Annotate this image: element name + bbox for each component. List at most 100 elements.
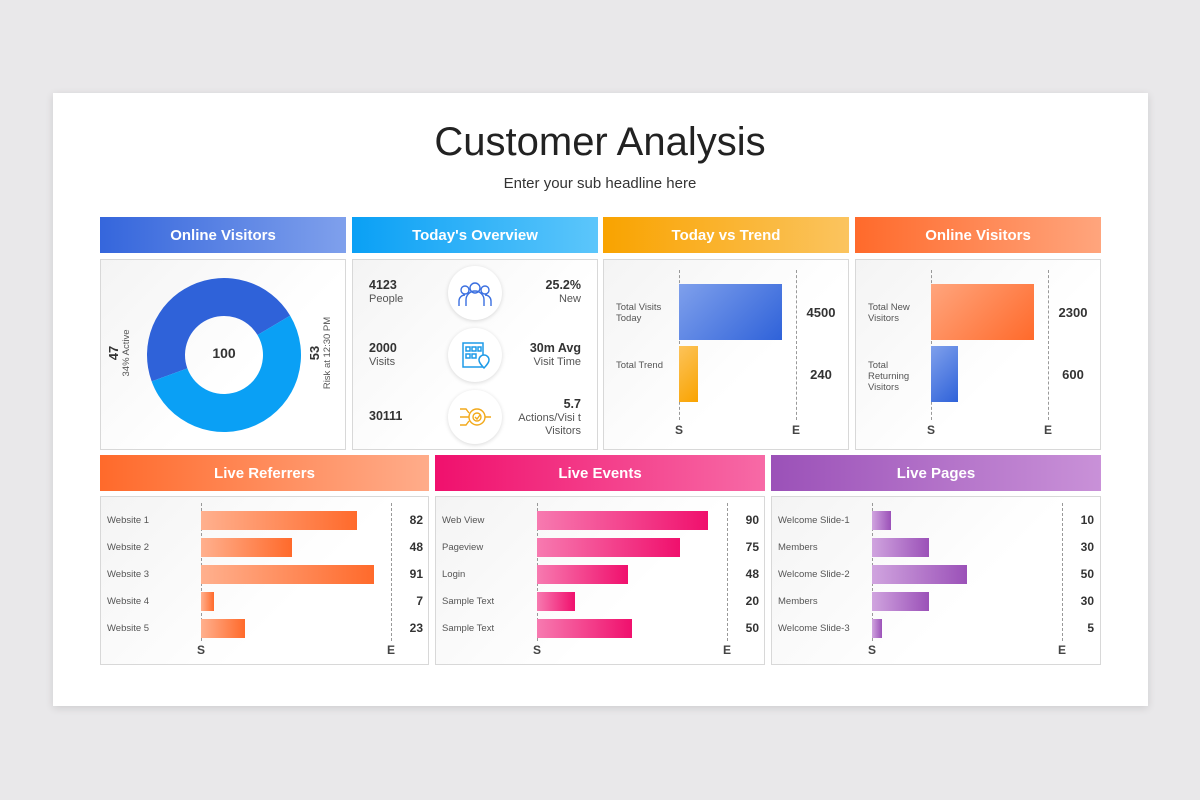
visits-label: Visits xyxy=(369,356,396,368)
bar xyxy=(679,284,782,340)
donut-total: 100 xyxy=(212,345,236,361)
online-visitors-panel: 100 47 34% Active 53 Risk at 12:30 PM xyxy=(100,259,346,450)
bar-label: Sample Text xyxy=(442,623,495,634)
bar-value: 30 xyxy=(1080,594,1094,608)
bar-value: 7 xyxy=(416,594,423,608)
bar xyxy=(537,538,680,557)
target-network-icon xyxy=(448,390,502,444)
avg-visit-label: Visit Time xyxy=(533,356,581,368)
bar xyxy=(872,538,929,557)
building-location-icon xyxy=(448,328,502,382)
donut-chart xyxy=(147,278,302,433)
bar-label: Login xyxy=(442,569,466,580)
bar-value: 600 xyxy=(1062,367,1084,382)
header-live-pages: Live Pages xyxy=(771,455,1101,491)
bar-label: Web View xyxy=(442,515,485,526)
start-label: S xyxy=(868,643,877,657)
total-value: 30111 xyxy=(369,409,403,423)
bar-value: 30 xyxy=(1080,540,1094,554)
bar-value: 10 xyxy=(1080,513,1094,527)
bar-value: 50 xyxy=(745,621,759,635)
bar-value: 50 xyxy=(1080,567,1094,581)
bar-value: 5 xyxy=(1087,621,1094,635)
people-group-icon xyxy=(448,266,502,320)
end-axis xyxy=(1048,270,1049,420)
bar-value: 23 xyxy=(409,621,423,635)
bar xyxy=(537,592,575,611)
people-value: 4123 xyxy=(369,278,397,292)
bar-value: 48 xyxy=(745,567,759,581)
bar-label: Total Visits Today xyxy=(616,302,662,324)
live-referrers-panel: S E Website 1 82 Website 2 48 Website 3 91 Websi… xyxy=(100,496,429,665)
bar-value: 240 xyxy=(810,367,832,382)
start-axis xyxy=(931,270,932,420)
bar-label: Members xyxy=(778,596,818,607)
end-axis xyxy=(391,503,392,641)
end-axis xyxy=(1062,503,1063,641)
header-online-visitors: Online Visitors xyxy=(100,217,346,253)
live-events-panel: S E Web View 90 Pageview 75 Login 48 Sample Text… xyxy=(435,496,765,665)
bar xyxy=(872,565,967,584)
bar-label: Total New Visitors xyxy=(868,302,910,324)
bar xyxy=(931,346,958,402)
bar-value: 91 xyxy=(409,567,423,581)
online-visitors-bars-panel: S E Total New Visitors 2300 Total Returning … xyxy=(855,259,1101,450)
bar xyxy=(931,284,1034,340)
header-live-referrers: Live Referrers xyxy=(100,455,429,491)
start-label: S xyxy=(927,423,936,437)
bar xyxy=(872,592,929,611)
bar-label: Website 3 xyxy=(107,569,150,580)
header-todays-overview: Today's Overview xyxy=(352,217,598,253)
bar-label: Website 1 xyxy=(107,515,150,526)
bar-label: Welcome Slide-2 xyxy=(778,569,850,580)
header-live-events: Live Events xyxy=(435,455,765,491)
new-label: New xyxy=(558,293,581,305)
bar-label: Members xyxy=(778,542,818,553)
header-today-vs-trend: Today vs Trend xyxy=(603,217,849,253)
todays-overview-panel: 4123 People 25.2% New 2000 Visits 30m Av… xyxy=(352,259,598,450)
bar xyxy=(201,538,293,557)
bar xyxy=(679,346,698,402)
bar-label: Total Returning Visitors xyxy=(868,360,910,393)
end-label: E xyxy=(792,423,801,437)
donut-segment-1 xyxy=(151,315,302,433)
new-value: 25.2% xyxy=(545,278,581,292)
header-online-visitors-2: Online Visitors xyxy=(855,217,1101,253)
bar-label: Website 4 xyxy=(107,596,150,607)
bar-label: Sample Text xyxy=(442,596,495,607)
bar-value: 4500 xyxy=(806,305,836,320)
risk-stat: 53 Risk at 12:30 PM xyxy=(307,298,333,408)
end-axis xyxy=(796,270,797,420)
avg-visit-value: 30m Avg xyxy=(529,341,581,355)
bar-value: 20 xyxy=(745,594,759,608)
end-label: E xyxy=(1044,423,1053,437)
bar-label: Website 5 xyxy=(107,623,150,634)
bar-label: Welcome Slide-1 xyxy=(778,515,850,526)
risk-value: 53 xyxy=(307,345,322,361)
visits-value: 2000 xyxy=(369,341,397,355)
donut-segment-0 xyxy=(147,278,291,382)
active-stat: 47 34% Active xyxy=(106,313,132,393)
bar-value: 82 xyxy=(409,513,423,527)
bar-value: 90 xyxy=(745,513,759,527)
today-vs-trend-panel: S E Total Visits Today 4500 Total Trend 240 xyxy=(603,259,849,450)
end-label: E xyxy=(723,643,732,657)
people-label: People xyxy=(369,293,404,305)
bar-label: Website 2 xyxy=(107,542,150,553)
bar xyxy=(872,511,891,530)
active-label: 34% Active xyxy=(121,329,132,377)
bar xyxy=(201,511,357,530)
bar-label: Welcome Slide-3 xyxy=(778,623,850,634)
bar xyxy=(201,592,215,611)
start-axis xyxy=(679,270,680,420)
bar xyxy=(201,619,245,638)
bar-value: 48 xyxy=(409,540,423,554)
bar xyxy=(537,619,632,638)
bar xyxy=(537,565,629,584)
active-value: 47 xyxy=(106,345,121,361)
start-label: S xyxy=(675,423,684,437)
end-label: E xyxy=(387,643,396,657)
start-label: S xyxy=(197,643,206,657)
bar-value: 75 xyxy=(745,540,759,554)
bar-value: 2300 xyxy=(1058,305,1088,320)
